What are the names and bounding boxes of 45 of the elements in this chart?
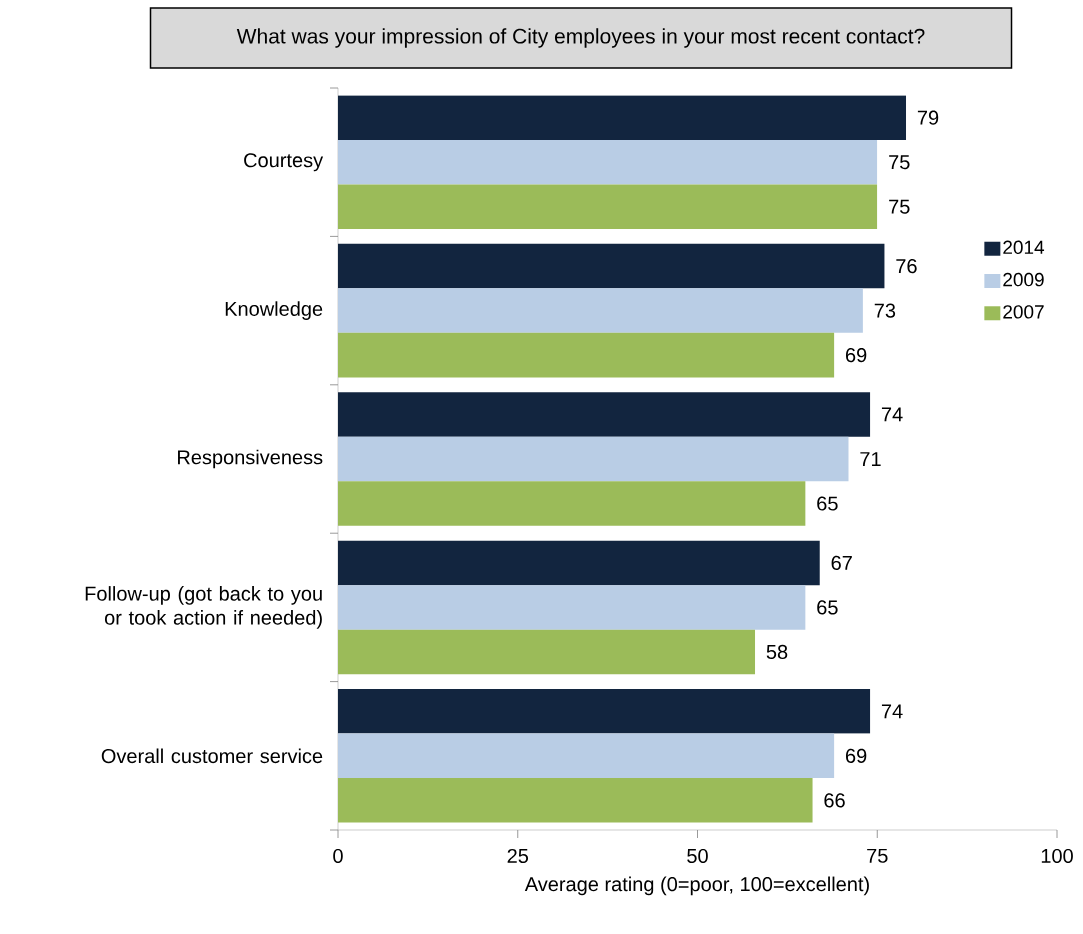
- x-tick-label: 50: [687, 848, 708, 864]
- data-label: 69: [846, 348, 867, 363]
- data-label: 69: [846, 748, 867, 763]
- data-label: 75: [889, 155, 910, 170]
- data-label: 75: [889, 199, 910, 214]
- bar: [338, 629, 756, 675]
- y-tick-label: Courtesy: [244, 153, 324, 172]
- data-label: 73: [874, 303, 896, 318]
- legend-label: 2014: [1003, 240, 1045, 255]
- data-label: 71: [860, 452, 881, 466]
- bar: [338, 243, 885, 289]
- legend-label: 2009: [1003, 272, 1044, 287]
- y-tick-label: Knowledge: [225, 301, 323, 320]
- chart-title: What was your impression of City employees in your most recent contact?: [236, 28, 925, 48]
- y-tick-label: Follow-up (got back to you or took action if needed): [85, 586, 322, 629]
- bar: [338, 392, 871, 437]
- x-tick-label: 25: [507, 848, 529, 864]
- x-tick-label: 100: [1041, 848, 1073, 864]
- data-label: 76: [896, 259, 917, 274]
- y-tick-label: Responsiveness: [178, 449, 323, 469]
- bar: [338, 585, 806, 630]
- bar: [338, 778, 813, 823]
- bar: [338, 288, 863, 333]
- y-tick-label: Overall customer service: [101, 748, 323, 764]
- data-label: 65: [817, 600, 838, 615]
- bar: [338, 733, 835, 779]
- bar: [338, 540, 820, 586]
- x-tick-label: 0: [333, 848, 343, 864]
- bar: [338, 332, 835, 378]
- data-label: 74: [881, 704, 903, 719]
- x-axis-title: Average rating (0=poor, 100=excellent): [524, 876, 869, 896]
- data-label: 74: [881, 407, 903, 422]
- x-tick-label: 75: [867, 848, 888, 863]
- data-label: 79: [917, 110, 939, 125]
- data-label: 58: [766, 644, 788, 659]
- data-label: 67: [831, 555, 852, 570]
- data-label: 65: [817, 496, 838, 511]
- data-label: 66: [824, 793, 845, 808]
- bar: [338, 139, 878, 185]
- bar: [338, 436, 849, 482]
- bar: [338, 689, 871, 734]
- bar: [338, 481, 806, 526]
- legend-label: 2007: [1003, 305, 1044, 319]
- bar: [338, 95, 907, 140]
- bar: [338, 184, 878, 229]
